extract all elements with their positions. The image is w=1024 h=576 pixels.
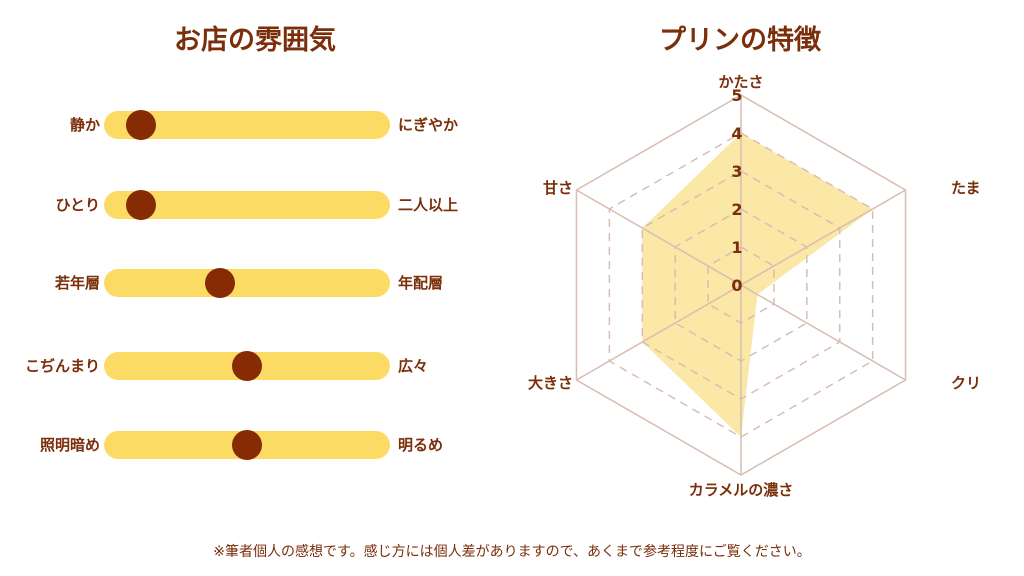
- radar-axis-label: クリーム感: [951, 374, 980, 392]
- slider-right-label: 広々: [398, 357, 429, 375]
- slider-left-label: 照明暗め: [39, 436, 100, 454]
- slider-right-label: 二人以上: [398, 196, 459, 214]
- slider-knob: [126, 190, 157, 220]
- slider-row: 照明暗め 明るめ: [0, 425, 520, 465]
- slider-left-label: こぢんまり: [24, 357, 100, 375]
- slider-knob: [126, 110, 157, 140]
- slider-knob: [232, 351, 262, 381]
- slider-left-label: 若年層: [54, 274, 100, 292]
- pudding-features-title: プリンの特徴: [659, 25, 821, 56]
- slider-row: こぢんまり 広々: [0, 346, 520, 386]
- radar-axis-label: かたさ: [718, 73, 763, 91]
- slider-row: 若年層 年配層: [0, 263, 520, 303]
- slider-row: ひとり 二人以上: [0, 185, 520, 225]
- slider-track: [104, 190, 390, 220]
- slider-right-label: 明るめ: [398, 436, 444, 454]
- slider-right-label: にぎやか: [398, 116, 459, 134]
- slider-track: [104, 351, 390, 381]
- slider-right-label: 年配層: [398, 274, 444, 292]
- radar-axis-label: カラメルの濃さ: [689, 481, 794, 499]
- radar-tick-label: 0: [731, 276, 742, 295]
- radar-axis-label: たまご感: [951, 179, 980, 197]
- radar-tick-label: 2: [731, 200, 742, 219]
- slider-knob: [232, 430, 262, 460]
- radar-tick-label: 5: [731, 86, 742, 105]
- radar-tick-label: 1: [731, 238, 742, 257]
- radar-data-area: [642, 133, 873, 437]
- slider-left-label: ひとり: [55, 196, 100, 214]
- slider-track: [104, 110, 390, 140]
- radar-axis-label: 大きさ: [528, 374, 573, 392]
- radar-tick-label: 3: [731, 162, 742, 181]
- slider-track: [104, 268, 390, 298]
- radar-axis-label: 甘さ: [543, 179, 573, 197]
- radar-spoke: [740, 284, 906, 381]
- atmosphere-title: お店の雰囲気: [174, 25, 336, 56]
- pudding-radar-chart: 0 1 2 3 4 5かたさたまご感クリーム感カラメルの濃さ 大きさ 甘さ: [528, 73, 980, 499]
- slider-track: [104, 430, 390, 460]
- slider-row: 静か にぎやか: [0, 105, 520, 145]
- radar-tick-label: 4: [731, 124, 742, 143]
- radar-spoke: [576, 284, 742, 381]
- footnote: ※筆者個人の感想です。感じ方には個人差がありますので、あくまで参考程度にご覧くだ…: [213, 544, 811, 560]
- slider-left-label: 静か: [69, 116, 100, 134]
- slider-knob: [204, 268, 235, 298]
- radar-spoke: [576, 189, 742, 286]
- radar-spoke: [740, 189, 906, 286]
